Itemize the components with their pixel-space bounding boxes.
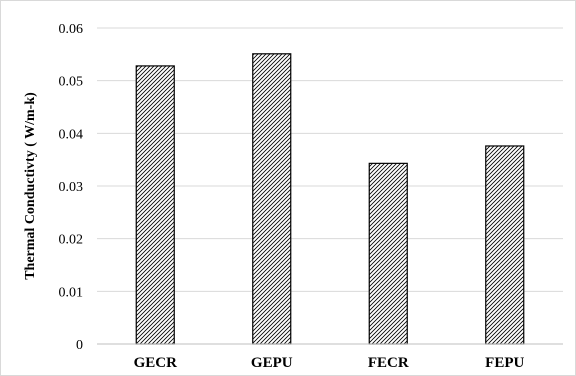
x-tick-label: FECR [368, 355, 409, 371]
y-tick-label: 0.06 [59, 22, 84, 37]
bar-fecr [368, 162, 408, 345]
y-tick-label: 0.05 [59, 75, 84, 90]
bars [135, 53, 525, 345]
y-tick-label: 0.02 [59, 233, 84, 248]
bar-fepu [485, 145, 525, 345]
x-tick-label: GECR [134, 355, 178, 371]
y-tick-label: 0.03 [59, 180, 84, 195]
y-tick-label: 0.01 [59, 285, 84, 300]
y-axis-label: Thermal Conductivty ( W/m-k) [23, 92, 38, 280]
bar-gepu [252, 53, 292, 345]
bar-gecr [135, 65, 175, 345]
y-axis-ticks: 0 0.01 0.02 0.03 0.04 0.05 0.06 [59, 22, 84, 353]
x-tick-label: GEPU [251, 355, 293, 371]
x-tick-label: FEPU [485, 355, 524, 371]
y-tick-label: 0 [76, 338, 83, 353]
x-axis-ticks: GECR GEPU FECR FEPU [134, 355, 525, 371]
y-tick-label: 0.04 [59, 127, 84, 142]
